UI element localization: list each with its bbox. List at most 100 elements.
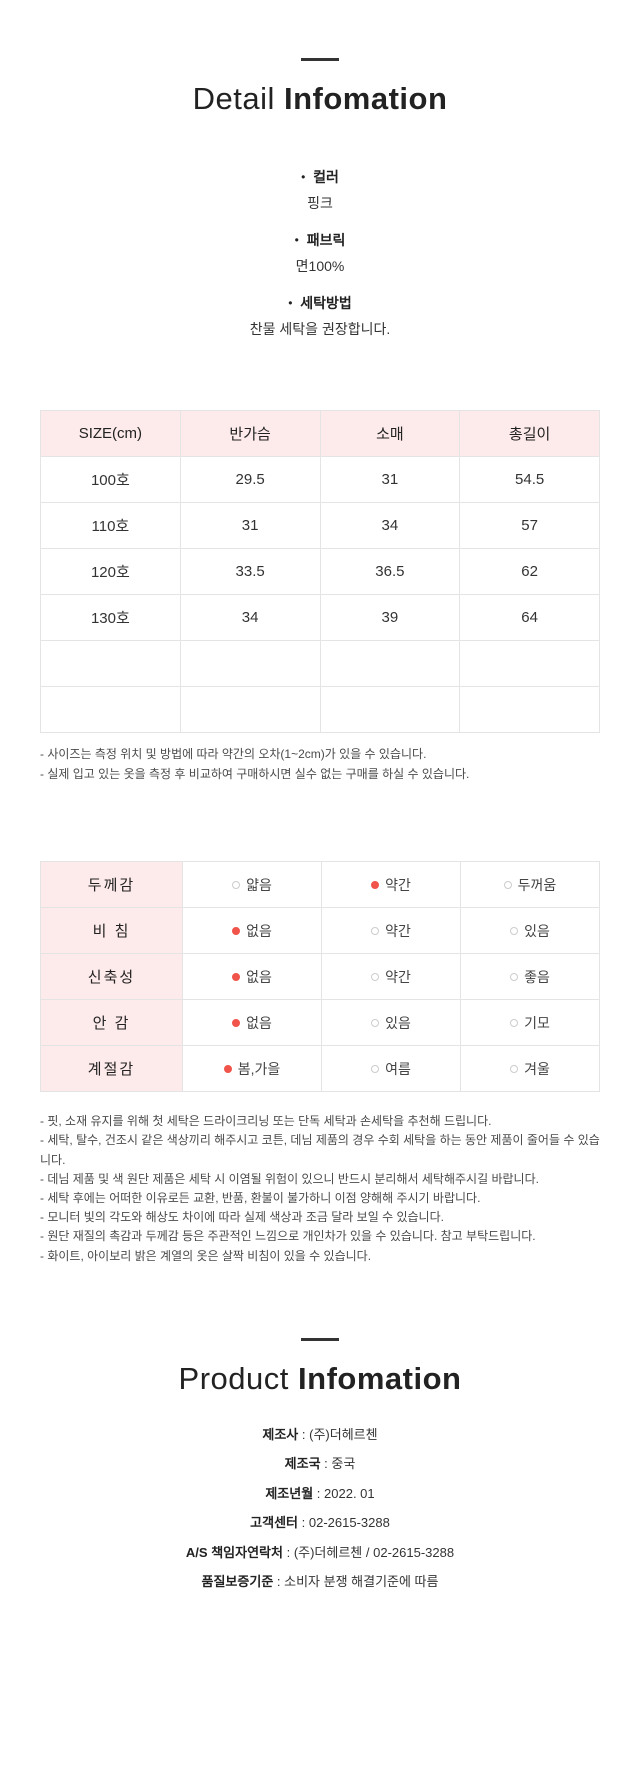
- attribute-label: 비 침: [40, 907, 183, 955]
- product-info-row-date: 제조년월 : 2022. 01: [0, 1484, 640, 1504]
- radio-dot-icon: [232, 880, 241, 889]
- attribute-row: 두께감 얇음 약간 두꺼움: [40, 861, 600, 909]
- size-cell: 34: [319, 502, 461, 549]
- spec-list: • 컬러 핑크 • 패브릭 면100% • 세탁방법 찬물 세탁을 권장합니다.: [0, 167, 640, 340]
- bullet-icon: •: [301, 170, 306, 184]
- size-cell: 130호: [40, 594, 181, 641]
- spec-value: 핑크: [307, 195, 333, 211]
- radio-dot-icon: [510, 1018, 519, 1027]
- attribute-label: 계절감: [40, 1045, 183, 1093]
- radio-dot-icon: [371, 926, 380, 935]
- size-table-row: 130호 34 39 64: [40, 594, 600, 641]
- radio-dot-icon: [510, 972, 519, 981]
- option-label: 없음: [246, 922, 272, 939]
- product-heading-bold: Infomation: [298, 1360, 462, 1396]
- info-separator: :: [298, 1426, 310, 1442]
- size-cell: 31: [179, 502, 321, 549]
- attribute-label: 두께감: [40, 861, 183, 909]
- attribute-option-cell: 얇음: [182, 861, 322, 909]
- option-label: 약간: [385, 968, 411, 985]
- care-note: - 세탁 후에는 어떠한 이유로든 교환, 반품, 환불이 불가하니 이점 양해…: [40, 1190, 481, 1205]
- size-cell: 31: [319, 456, 461, 503]
- size-cell: 57: [459, 502, 600, 549]
- size-table-row: 120호 33.5 36.5 62: [40, 548, 600, 595]
- size-cell: 62: [459, 548, 600, 595]
- info-value: 소비자 분쟁 해결기준에 따름: [284, 1574, 439, 1590]
- size-header-cell: 총길이: [459, 410, 600, 457]
- option-label: 여름: [385, 1060, 411, 1077]
- product-heading-light: Product: [178, 1360, 289, 1396]
- attribute-option-cell: 없음: [182, 907, 322, 955]
- size-cell: 54.5: [459, 456, 600, 503]
- radio-dot-icon: [232, 1018, 241, 1027]
- spec-value: 면100%: [295, 258, 345, 274]
- size-cell: 110호: [40, 502, 181, 549]
- care-note: - 핏, 소재 유지를 위해 첫 세탁은 드라이크리닝 또는 단독 세탁과 손세…: [40, 1114, 492, 1129]
- spec-head: • 패브릭: [0, 230, 640, 250]
- size-cell: [40, 686, 181, 733]
- attribute-option-cell: 약간: [321, 907, 461, 955]
- spec-head: • 컬러: [0, 167, 640, 187]
- radio-dot-icon: [223, 1064, 232, 1073]
- attribute-option-cell: 약간: [321, 953, 461, 1001]
- spec-item-color: • 컬러 핑크: [0, 167, 640, 214]
- attribute-option-cell: 좋음: [460, 953, 600, 1001]
- spec-head: • 세탁방법: [0, 293, 640, 313]
- care-note: - 모니터 빛의 각도와 해상도 차이에 따라 실제 색상과 조금 달라 보일 …: [40, 1210, 444, 1225]
- spec-value: 찬물 세탁을 권장합니다.: [249, 321, 391, 337]
- size-table-row: [40, 686, 600, 733]
- size-cell: [459, 640, 600, 687]
- size-cell: [179, 686, 321, 733]
- radio-dot-icon: [232, 972, 241, 981]
- info-label: A/S 책임자연락처: [185, 1544, 283, 1560]
- attribute-option-cell: 기모: [460, 999, 600, 1047]
- size-header-cell: SIZE(cm): [40, 410, 181, 457]
- radio-dot-icon: [510, 926, 519, 935]
- care-note: - 원단 재질의 촉감과 두께감 등은 주관적인 느낌으로 개인차가 있을 수 …: [40, 1229, 536, 1244]
- option-label: 봄,가을: [237, 1060, 281, 1077]
- spec-item-fabric: • 패브릭 면100%: [0, 230, 640, 277]
- size-cell: [319, 640, 461, 687]
- option-label: 두꺼움: [517, 876, 557, 893]
- product-info-row-as-contact: A/S 책임자연락처 : (주)더헤르첸 / 02-2615-3288: [0, 1543, 640, 1563]
- attribute-option-cell: 두꺼움: [460, 861, 600, 909]
- size-note: - 실제 입고 있는 옷을 측정 후 비교하여 구매하시면 실수 없는 구매를 …: [40, 766, 470, 781]
- option-label: 겨울: [524, 1060, 550, 1077]
- attribute-option-cell: 봄,가을: [182, 1045, 322, 1093]
- option-label: 있음: [524, 922, 550, 939]
- size-table-row: [40, 640, 600, 687]
- size-header-cell: 반가슴: [179, 410, 321, 457]
- attribute-option-cell: 겨울: [460, 1045, 600, 1093]
- attribute-option-cell: 여름: [321, 1045, 461, 1093]
- detail-heading-bold: Infomation: [283, 81, 448, 116]
- radio-dot-icon: [371, 1018, 380, 1027]
- spec-item-wash: • 세탁방법 찬물 세탁을 권장합니다.: [0, 293, 640, 340]
- option-label: 얇음: [246, 876, 272, 893]
- spec-label: 컬러: [313, 169, 339, 185]
- option-label: 없음: [246, 968, 272, 985]
- detail-heading: Detail Infomation: [0, 81, 640, 117]
- care-note: - 세탁, 탈수, 건조시 같은 색상끼리 해주시고 코튼, 데님 제품의 경우…: [40, 1133, 600, 1167]
- size-note: - 사이즈는 측정 위치 및 방법에 따라 약간의 오차(1~2cm)가 있을 …: [40, 747, 427, 761]
- spec-label: 세탁방법: [300, 295, 352, 311]
- info-label: 제조국: [284, 1456, 321, 1472]
- info-value: (주)더헤르첸 / 02-2615-3288: [293, 1544, 455, 1560]
- attribute-option-cell: 약간: [321, 861, 461, 909]
- info-value: 중국: [331, 1456, 356, 1472]
- attribute-row: 비 침 없음 약간 있음: [40, 907, 600, 955]
- size-cell: [40, 640, 181, 687]
- radio-dot-icon: [232, 926, 241, 935]
- size-cell: 36.5: [319, 548, 461, 595]
- info-value: 2022. 01: [324, 1485, 375, 1501]
- option-label: 있음: [385, 1014, 411, 1031]
- spec-label: 패브릭: [306, 232, 346, 248]
- info-separator: :: [320, 1456, 332, 1472]
- info-separator: :: [273, 1574, 285, 1590]
- attribute-label: 안 감: [40, 999, 183, 1047]
- info-label: 품질보증기준: [201, 1574, 274, 1590]
- option-label: 약간: [385, 922, 411, 939]
- product-heading: Product Infomation: [0, 1361, 640, 1397]
- option-label: 좋음: [524, 968, 550, 985]
- product-section-divider: [301, 1337, 339, 1341]
- option-label: 약간: [385, 876, 411, 893]
